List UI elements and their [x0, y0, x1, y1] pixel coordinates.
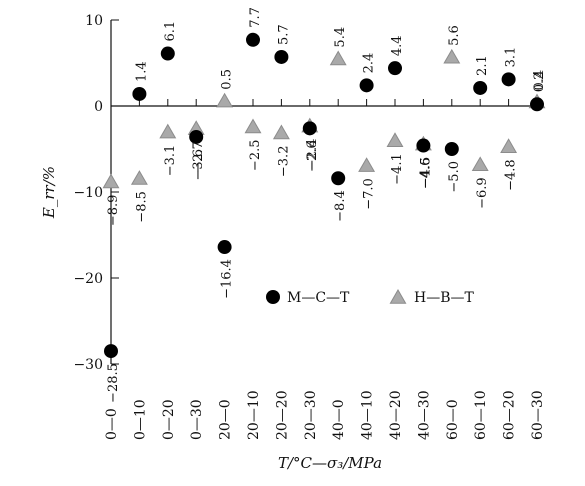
x-tick-label: 60—0 — [445, 399, 461, 440]
data-point-mct — [189, 129, 204, 144]
data-point-mct — [530, 97, 544, 112]
y-tick-label: −20 — [73, 271, 103, 287]
data-point-mct — [501, 72, 516, 87]
data-point-mct — [473, 80, 488, 95]
data-label-hbt: 5.6 — [447, 25, 462, 46]
data-point-mct — [302, 121, 317, 136]
x-axis-label: T/°C—σ₃/MPa — [278, 454, 382, 472]
data-label-hbt: 0.4 — [532, 70, 547, 91]
data-label-mct: −5.0 — [447, 161, 462, 193]
legend-label-mct: M—C—T — [287, 290, 350, 306]
data-label-hbt: −8.5 — [134, 191, 149, 223]
y-axis-label: E_rr/% — [40, 166, 58, 219]
x-tick-label: 60—20 — [502, 390, 518, 440]
data-label-mct: 6.1 — [163, 21, 178, 42]
data-label-hbt: −2.5 — [248, 140, 263, 172]
data-point-mct — [246, 32, 260, 47]
data-label-mct: −3.6 — [191, 149, 206, 181]
x-tick-label: 20—20 — [274, 390, 290, 440]
data-point-hbt — [102, 173, 120, 189]
x-tick-label: 0—20 — [161, 399, 177, 440]
data-label-mct: 5.7 — [276, 24, 291, 45]
data-label-mct: −28.5 — [106, 363, 121, 403]
data-point-hbt — [130, 170, 148, 185]
data-point-hbt — [471, 156, 489, 172]
y-tick-label: −10 — [73, 185, 103, 201]
data-point-mct — [104, 344, 118, 359]
y-tick-label: 10 — [85, 13, 103, 29]
data-label-hbt: −8.9 — [106, 195, 121, 227]
data-label-mct: 2.1 — [475, 55, 490, 76]
data-label-mct: −2.6 — [305, 140, 320, 172]
data-point-mct — [388, 61, 402, 76]
data-point-mct — [359, 78, 374, 93]
x-tick-label: 0—30 — [189, 399, 205, 440]
x-tick-label: 20—0 — [218, 399, 234, 440]
data-point-mct — [416, 138, 431, 153]
legend-label-hbt: H—B—T — [414, 290, 474, 306]
data-point-hbt — [500, 138, 518, 153]
data-point-hbt — [386, 132, 404, 147]
data-label-mct: −4.6 — [418, 158, 433, 190]
x-tick-label: 0—0 — [104, 408, 120, 440]
data-label-hbt: 0.5 — [220, 69, 235, 90]
data-point-mct — [217, 240, 232, 255]
data-point-hbt — [329, 50, 347, 66]
data-label-hbt: −3.2 — [276, 146, 291, 178]
data-label-hbt: −2.7 — [191, 141, 206, 173]
data-label-hbt: −2.4 — [305, 139, 320, 171]
legend-marker-mct — [266, 290, 280, 304]
data-label-mct: −8.4 — [333, 190, 348, 222]
data-point-hbt — [272, 124, 290, 140]
data-label-hbt: 5.4 — [333, 27, 348, 48]
data-point-mct — [331, 171, 346, 186]
data-point-hbt — [159, 123, 177, 139]
data-label-mct: 2.4 — [362, 53, 377, 74]
y-tick-label: −30 — [73, 357, 103, 373]
data-label-mct: 1.4 — [134, 61, 149, 82]
x-tick-label: 40—20 — [388, 390, 404, 440]
data-point-hbt — [216, 92, 234, 108]
x-tick-label: 0—10 — [132, 399, 148, 440]
data-point-mct — [160, 46, 175, 61]
x-tick-label: 60—30 — [530, 390, 546, 440]
x-tick-label: 20—30 — [303, 390, 319, 440]
data-label-mct: 4.4 — [390, 35, 405, 56]
data-point-mct — [274, 49, 289, 64]
data-label-hbt: −4.1 — [390, 153, 405, 185]
data-label-mct: 0.2 — [532, 72, 547, 93]
data-point-mct — [132, 86, 147, 101]
legend-marker-hbt — [389, 288, 407, 304]
data-label-hbt: −7.0 — [362, 178, 377, 210]
x-tick-label: 40—30 — [416, 390, 432, 440]
data-label-hbt: −4.5 — [418, 157, 433, 189]
y-tick-label: 0 — [94, 99, 103, 115]
x-tick-label: 40—0 — [331, 399, 347, 440]
data-point-mct — [444, 142, 459, 156]
data-label-mct: −16.4 — [220, 259, 235, 299]
x-tick-label: 60—10 — [473, 390, 489, 440]
data-label-hbt: −4.8 — [504, 159, 519, 191]
data-point-hbt — [244, 118, 262, 134]
x-tick-label: 40—10 — [360, 390, 376, 440]
x-tick-label: 20—10 — [246, 390, 262, 440]
data-label-mct: 7.7 — [248, 7, 263, 28]
data-label-hbt: −6.9 — [475, 177, 490, 209]
data-point-hbt — [443, 48, 461, 64]
data-point-hbt — [358, 157, 376, 172]
data-label-hbt: −3.1 — [163, 145, 178, 177]
data-label-mct: 3.1 — [504, 47, 519, 68]
